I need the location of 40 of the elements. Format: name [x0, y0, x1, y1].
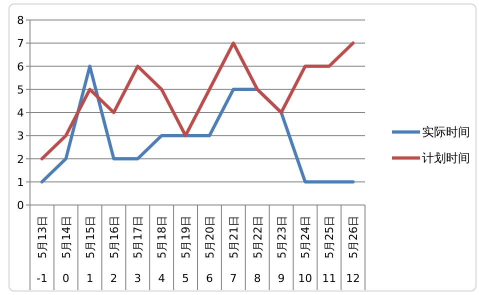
x-tick-label: 5月24日	[299, 216, 312, 258]
text: -1	[36, 272, 48, 285]
x-tick-label: 5月16日	[108, 216, 121, 258]
y-tick-label: 5	[17, 83, 24, 96]
x-tick-label: 5月23日	[275, 216, 288, 258]
line-series	[40, 42, 355, 160]
y-tick-label: 7	[17, 37, 24, 50]
text: 3	[134, 272, 142, 285]
x-tick-label: 5月20日	[203, 216, 216, 258]
y-tick-label: 2	[17, 152, 24, 166]
x-tick-label: 5月19日	[180, 216, 193, 258]
text: 5	[182, 272, 190, 285]
text: 7	[230, 272, 237, 285]
y-tick-label: 3	[17, 130, 24, 143]
text: 1	[86, 272, 94, 285]
text: 9	[278, 272, 285, 285]
x-tick-label: 5月25日	[323, 216, 336, 258]
text: 11	[322, 272, 336, 285]
y-tick-label: 0	[17, 199, 24, 212]
y-tick-label: 1	[17, 176, 24, 189]
x-tick-label: 5月21日	[227, 216, 240, 258]
x-tick-label: 5月17日	[132, 216, 145, 258]
y-tick-label: 6	[17, 60, 24, 74]
x-tick-label: 5月14日	[60, 216, 73, 258]
x-tick-label: 5月26日	[347, 216, 360, 258]
text: 0	[62, 272, 70, 285]
text: 12	[346, 272, 360, 285]
x-tick-label: 5月15日	[84, 216, 97, 258]
x-tick-label: 5月13日	[36, 216, 49, 258]
text: 4	[158, 272, 166, 285]
y-tick-label: 8	[17, 14, 24, 27]
legend-label: 计划时间	[422, 151, 470, 165]
text: 8	[254, 272, 261, 285]
text: 2	[110, 272, 118, 285]
y-tick-label: 4	[17, 106, 24, 120]
x-tick-label: 5月22日	[251, 216, 264, 258]
x-tick-label: 5月18日	[156, 216, 169, 258]
legend-label: 实际时间	[422, 125, 470, 139]
text: 10	[298, 272, 312, 285]
text: 6	[206, 272, 213, 285]
